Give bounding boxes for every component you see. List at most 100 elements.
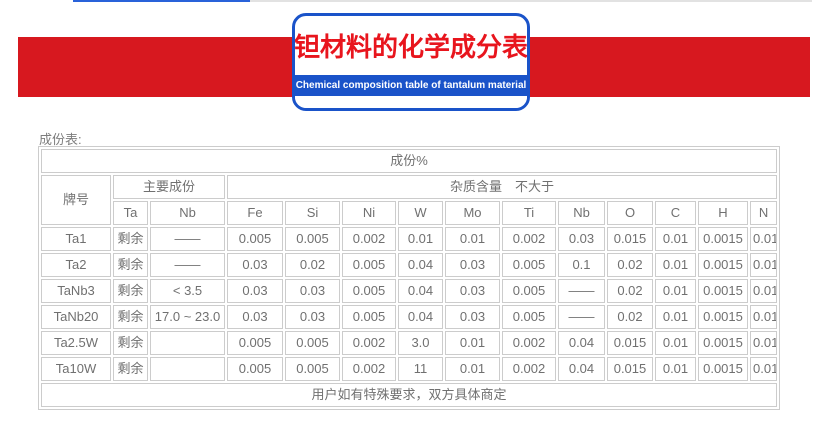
value-cell: 0.0015 [698, 331, 748, 355]
value-cell: 0.02 [607, 305, 653, 329]
grade-cell: TaNb20 [41, 305, 111, 329]
element-column-header: Ti [502, 201, 556, 225]
value-cell: 0.03 [445, 305, 500, 329]
value-cell: 0.03 [445, 279, 500, 303]
table-row: Ta2.5W 剩余 0.005 0.005 0.002 3.0 0.01 0.002 0.04 0… [41, 331, 778, 355]
grade-column-header: 牌号 [41, 175, 111, 225]
value-cell: 3.0 [398, 331, 443, 355]
value-cell: 0.002 [342, 331, 396, 355]
value-cell: 0.01 [655, 331, 696, 355]
element-header-row: Ta Nb Fe Si Ni W Mo Ti Nb O C H N [41, 201, 778, 225]
table-title-row: 成份% [41, 149, 778, 173]
element-column-header: C [655, 201, 696, 225]
table-row: Ta2 剩余 —— 0.03 0.02 0.005 0.04 0.03 0.005 0.1 0.02… [41, 253, 778, 277]
value-cell: —— [558, 279, 605, 303]
value-cell: 0.03 [285, 305, 340, 329]
value-cell: 0.03 [558, 227, 605, 251]
value-cell: 0.01 [655, 227, 696, 251]
value-cell: 0.002 [342, 357, 396, 381]
value-cell: 0.03 [227, 305, 283, 329]
footer-row: 用户如有特殊要求，双方具体商定 [41, 383, 778, 407]
value-cell: 0.01 [655, 279, 696, 303]
element-column-header: Ta [113, 201, 148, 225]
banner-title-cn: 钽材料的化学成分表 [294, 32, 529, 62]
value-cell: 0.0015 [698, 227, 748, 251]
value-cell: 0.0015 [698, 253, 748, 277]
value-cell: 0.01 [445, 227, 500, 251]
value-cell: 0.005 [342, 253, 396, 277]
value-cell: 0.005 [285, 357, 340, 381]
element-column-header: Nb [558, 201, 605, 225]
table-body: Ta1 剩余 —— 0.005 0.005 0.002 0.01 0.01 0.002 0.03 0… [41, 227, 778, 381]
value-cell: 0.03 [285, 279, 340, 303]
value-cell [150, 331, 225, 355]
grade-cell: TaNb3 [41, 279, 111, 303]
value-cell: 0.002 [502, 227, 556, 251]
table-row: TaNb3 剩余 < 3.5 0.03 0.03 0.005 0.04 0.03 0.005 ——… [41, 279, 778, 303]
main-group-header: 主要成份 [113, 175, 225, 199]
value-cell: 17.0 ~ 23.0 [150, 305, 225, 329]
value-cell: 0.005 [502, 253, 556, 277]
value-cell: —— [150, 253, 225, 277]
value-cell: 剩余 [113, 279, 148, 303]
element-column-header: Fe [227, 201, 283, 225]
value-cell: 0.02 [607, 253, 653, 277]
value-cell: 0.04 [398, 253, 443, 277]
value-cell: < 3.5 [150, 279, 225, 303]
value-cell: 0.005 [285, 227, 340, 251]
table-title: 成份% [41, 149, 778, 173]
value-cell: 0.015 [607, 357, 653, 381]
element-column-header: O [607, 201, 653, 225]
composition-table: 成份% 牌号 主要成份 杂质含量 不大于 Ta Nb Fe Si Ni W Mo Ti Nb O C… [38, 146, 781, 410]
element-column-header: Nb [150, 201, 225, 225]
value-cell: 0.01 [655, 253, 696, 277]
value-cell: 0.03 [227, 253, 283, 277]
value-cell: 11 [398, 357, 443, 381]
grade-cell: Ta1 [41, 227, 111, 251]
value-cell: 0.04 [558, 331, 605, 355]
value-cell: 0.01 [750, 253, 778, 277]
value-cell: 0.01 [398, 227, 443, 251]
title-banner: 钽材料的化学成分表 Chemical composition table of … [292, 13, 530, 111]
value-cell: —— [558, 305, 605, 329]
tabbar-divider [73, 0, 812, 2]
value-cell [150, 357, 225, 381]
value-cell: 剩余 [113, 227, 148, 251]
value-cell: 0.002 [342, 227, 396, 251]
value-cell: 0.005 [342, 279, 396, 303]
value-cell: 0.04 [398, 305, 443, 329]
value-cell: 0.0015 [698, 357, 748, 381]
table-row: TaNb20 剩余 17.0 ~ 23.0 0.03 0.03 0.005 0.04 0.03… [41, 305, 778, 329]
value-cell: 0.0015 [698, 305, 748, 329]
value-cell: 0.015 [607, 227, 653, 251]
banner-bottom-spacer [295, 96, 527, 108]
element-column-header: W [398, 201, 443, 225]
banner-title-en: Chemical composition table of tantalum m… [295, 75, 527, 96]
value-cell: 0.01 [750, 331, 778, 355]
value-cell: 0.04 [398, 279, 443, 303]
value-cell: 0.1 [558, 253, 605, 277]
element-column-header: Si [285, 201, 340, 225]
value-cell: 0.01 [655, 357, 696, 381]
value-cell: 0.01 [750, 305, 778, 329]
value-cell: 0.01 [750, 279, 778, 303]
value-cell: —— [150, 227, 225, 251]
table-row: Ta10W 剩余 0.005 0.005 0.002 11 0.01 0.002 0.04 0.0… [41, 357, 778, 381]
value-cell: 0.005 [502, 279, 556, 303]
element-column-header: N [750, 201, 778, 225]
value-cell: 0.01 [655, 305, 696, 329]
value-cell: 0.03 [445, 253, 500, 277]
footer-note: 用户如有特殊要求，双方具体商定 [41, 383, 778, 407]
value-cell: 0.01 [445, 331, 500, 355]
value-cell: 0.01 [750, 357, 778, 381]
element-column-header: Ni [342, 201, 396, 225]
value-cell: 剩余 [113, 305, 148, 329]
value-cell: 0.005 [285, 331, 340, 355]
grade-cell: Ta2 [41, 253, 111, 277]
active-tab-indicator[interactable] [73, 0, 250, 2]
value-cell: 0.03 [227, 279, 283, 303]
value-cell: 剩余 [113, 253, 148, 277]
value-cell: 0.01 [445, 357, 500, 381]
section-label: 成份表: [39, 132, 82, 147]
impurity-group-header: 杂质含量 不大于 [227, 175, 778, 199]
